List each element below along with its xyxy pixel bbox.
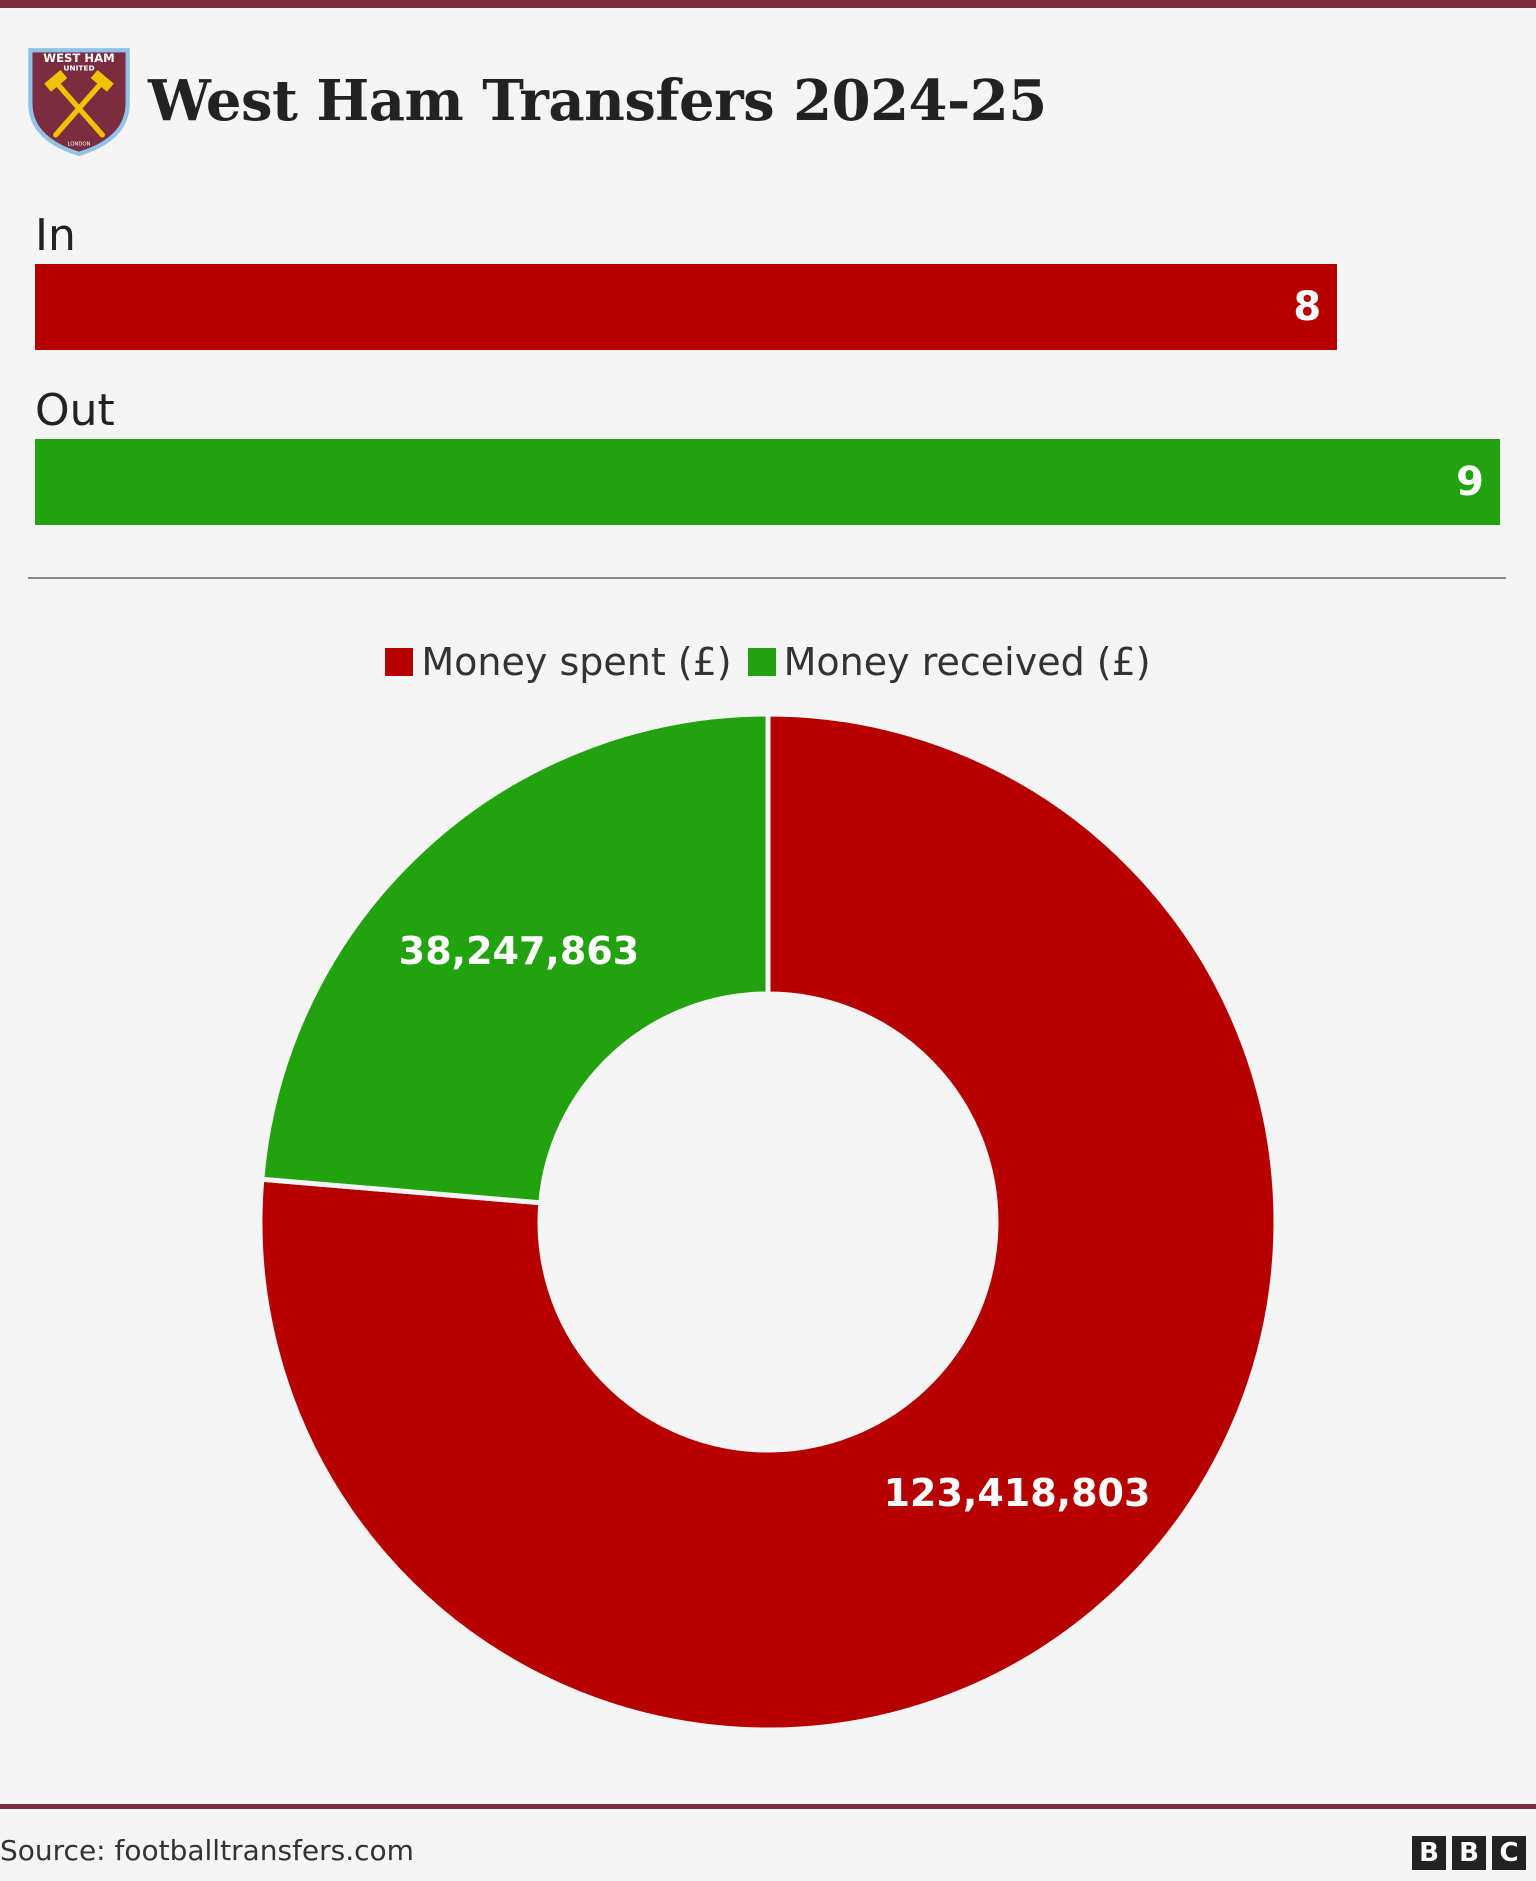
bbc-logo: B B C (1406, 1836, 1526, 1870)
bar-value-out: 9 (1456, 459, 1484, 505)
chart-header: WEST HAM UNITED LONDON West Ham Transfer… (26, 46, 1047, 156)
legend-item-received: Money received (£) (747, 640, 1151, 684)
svg-text:WEST HAM: WEST HAM (43, 51, 114, 65)
legend-label-received: Money received (£) (783, 640, 1151, 684)
bbc-logo-letter: B (1452, 1836, 1486, 1870)
donut-slice-received (259, 711, 771, 1206)
bbc-logo-letter: C (1492, 1836, 1526, 1870)
donut-slice-spent (257, 711, 1279, 1733)
legend-item-spent: Money spent (£) (385, 640, 732, 684)
bottom-rule (0, 1804, 1536, 1809)
legend-swatch-received (747, 648, 776, 676)
bar-out: 9 (35, 439, 1500, 525)
donut-legend: Money spent (£) Money received (£) (0, 640, 1536, 684)
bar-label-in: In (35, 210, 76, 261)
bar-label-out: Out (35, 385, 115, 436)
bar-in: 8 (35, 264, 1338, 350)
chart-title: West Ham Transfers 2024-25 (148, 68, 1047, 134)
bbc-logo-letter: B (1412, 1836, 1446, 1870)
legend-swatch-spent (385, 648, 414, 676)
legend-label-spent: Money spent (£) (421, 640, 732, 684)
west-ham-crest-icon: WEST HAM UNITED LONDON (28, 48, 130, 156)
svg-text:LONDON: LONDON (68, 141, 91, 147)
source-note: Source: footballtransfers.com (0, 1834, 414, 1867)
svg-text:UNITED: UNITED (63, 63, 94, 72)
bar-value-in: 8 (1293, 284, 1322, 330)
donut-chart: 123,418,803 38,247,863 (257, 711, 1279, 1733)
top-rule (0, 0, 1536, 8)
donut-label-received: 38,247,863 (399, 929, 639, 973)
section-divider (28, 577, 1506, 579)
donut-label-spent: 123,418,803 (884, 1471, 1151, 1515)
